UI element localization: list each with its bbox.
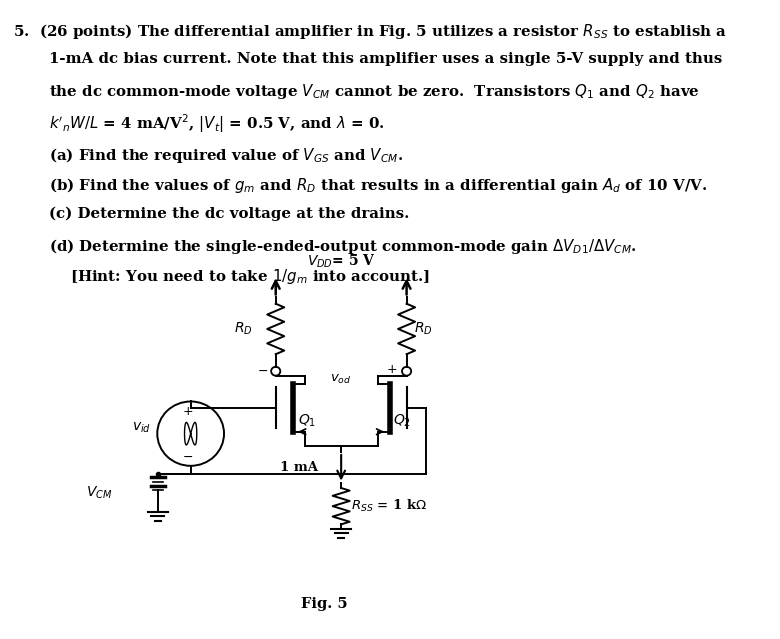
Text: (d) Determine the single-ended-output common-mode gain $\Delta V_{D1}/\Delta V_{: (d) Determine the single-ended-output co…: [48, 237, 636, 256]
Text: the dc common-mode voltage $V_{CM}$ cannot be zero.  Transistors $Q_1$ and $Q_2$: the dc common-mode voltage $V_{CM}$ cann…: [48, 82, 699, 102]
Text: Fig. 5: Fig. 5: [302, 597, 348, 611]
Text: $Q_2$: $Q_2$: [393, 413, 411, 429]
Text: $v_{id}$: $v_{id}$: [132, 420, 151, 435]
Text: 1 mA: 1 mA: [280, 461, 318, 474]
Text: $k'_nW/L$ = 4 mA/V$^2$, $|V_t|$ = 0.5 V, and $\lambda$ = 0.: $k'_nW/L$ = 4 mA/V$^2$, $|V_t|$ = 0.5 V,…: [48, 112, 385, 135]
Text: $v_{od}$: $v_{od}$: [331, 373, 352, 385]
Text: $+$: $+$: [385, 364, 397, 376]
Text: $V_{DD}$= 5 V: $V_{DD}$= 5 V: [307, 253, 375, 270]
Text: $+$: $+$: [182, 404, 193, 418]
Text: $V_{CM}$: $V_{CM}$: [86, 485, 112, 501]
Text: $R_D$: $R_D$: [234, 321, 253, 337]
Text: $R_D$: $R_D$: [414, 321, 433, 337]
Text: $-$: $-$: [182, 450, 193, 463]
Text: $Q_1$: $Q_1$: [298, 413, 316, 429]
Text: [Hint: You need to take $1/g_m$ into account.]: [Hint: You need to take $1/g_m$ into acc…: [69, 267, 430, 286]
Text: (a) Find the required value of $V_{GS}$ and $V_{CM}$.: (a) Find the required value of $V_{GS}$ …: [48, 146, 402, 165]
Text: $R_{SS}$ = 1 k$\Omega$: $R_{SS}$ = 1 k$\Omega$: [351, 498, 427, 514]
Text: 5.  (26 points) The differential amplifier in Fig. 5 utilizes a resistor $R_{SS}: 5. (26 points) The differential amplifie…: [12, 22, 727, 41]
Text: (b) Find the values of $g_m$ and $R_D$ that results in a differential gain $A_d$: (b) Find the values of $g_m$ and $R_D$ t…: [48, 176, 707, 196]
Text: 1-mA dc bias current. Note that this amplifier uses a single 5-V supply and thus: 1-mA dc bias current. Note that this amp…: [48, 52, 722, 66]
Text: $-$: $-$: [257, 364, 268, 376]
Text: (c) Determine the dc voltage at the drains.: (c) Determine the dc voltage at the drai…: [48, 206, 409, 221]
